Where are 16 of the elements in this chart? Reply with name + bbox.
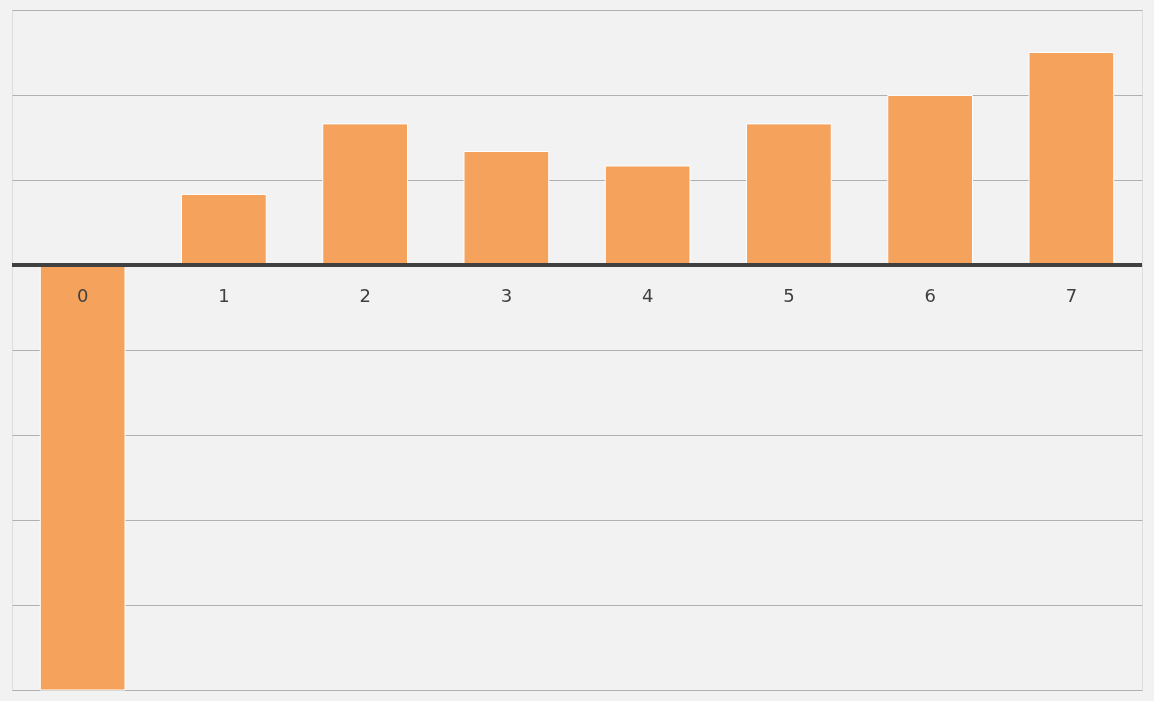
x-tick-label: 3 bbox=[500, 285, 513, 306]
bar bbox=[887, 94, 973, 266]
bar bbox=[604, 165, 691, 266]
bar bbox=[746, 123, 832, 266]
bar bbox=[181, 193, 267, 266]
bar bbox=[39, 264, 126, 691]
bar bbox=[322, 123, 408, 266]
x-tick-label: 6 bbox=[924, 285, 936, 306]
x-tick-label: 0 bbox=[76, 285, 89, 306]
x-tick-label: 5 bbox=[783, 285, 795, 306]
x-tick-label: 7 bbox=[1065, 285, 1078, 306]
x-tick-label: 1 bbox=[218, 285, 230, 306]
x-tick-label: 2 bbox=[359, 285, 371, 306]
x-tick-label: 4 bbox=[641, 285, 654, 306]
bar bbox=[1028, 52, 1115, 266]
bar bbox=[463, 151, 550, 266]
